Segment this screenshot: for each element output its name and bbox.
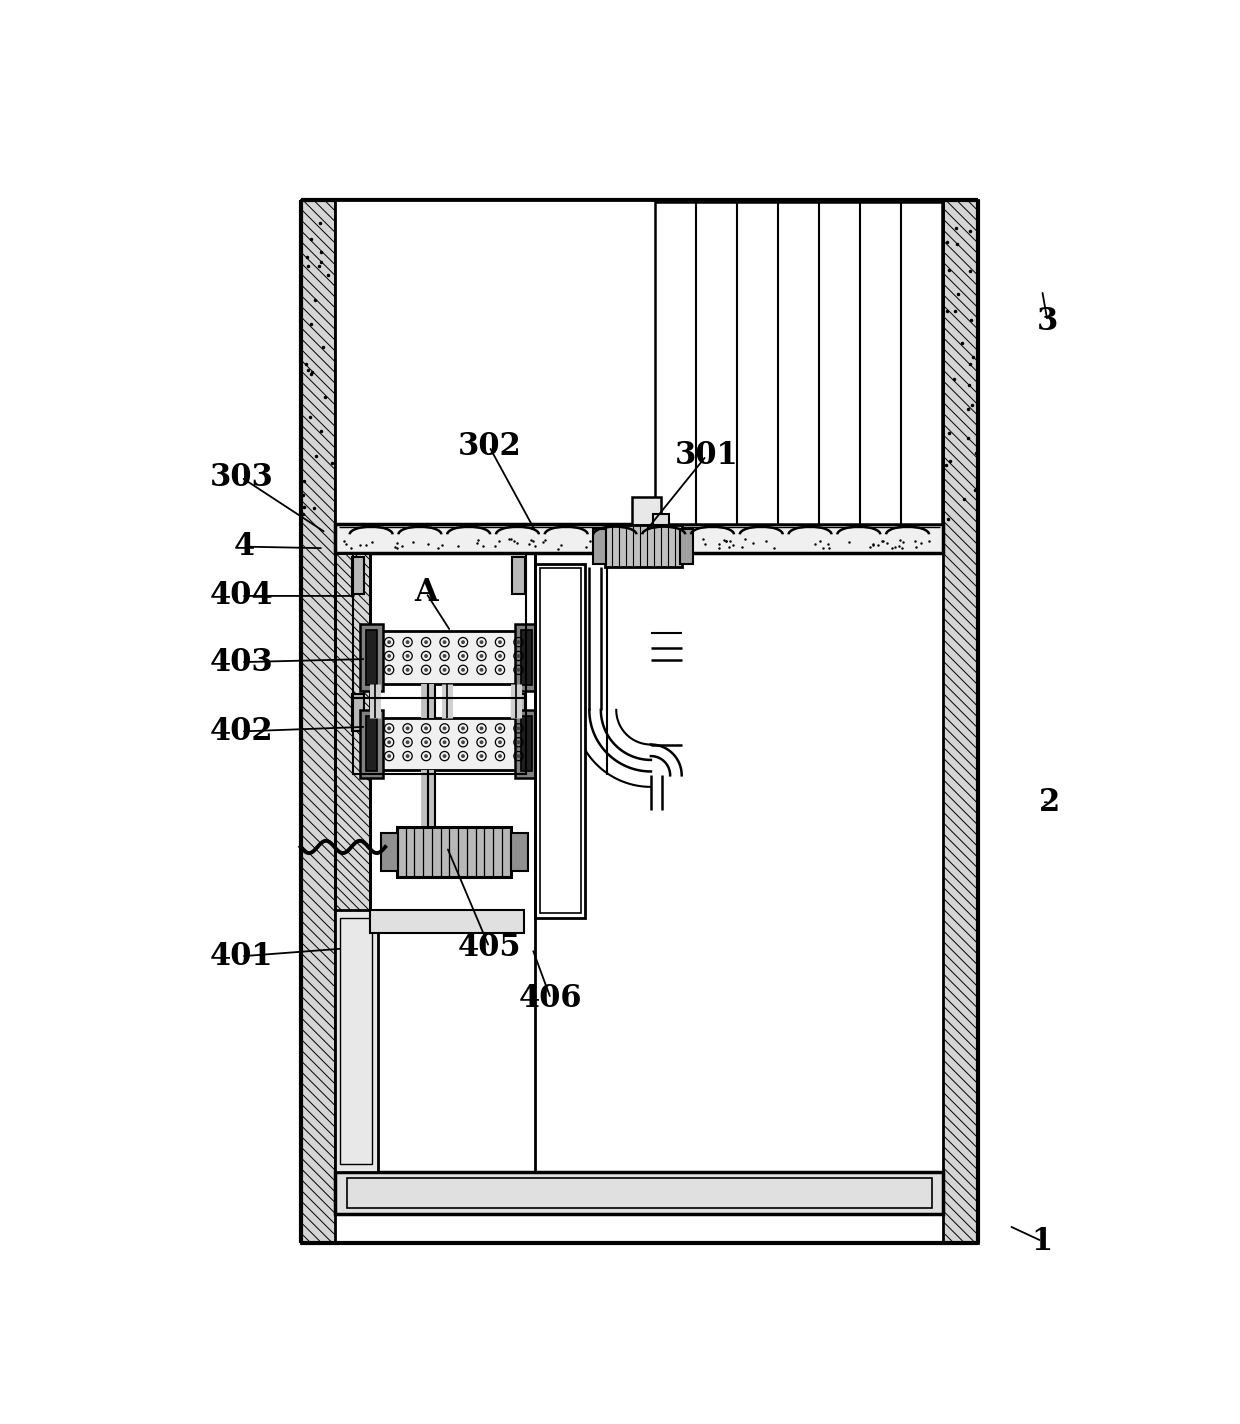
Circle shape (387, 755, 391, 758)
Bar (335, 1172, 944, 1215)
Bar (353, 554, 526, 773)
Bar (335, 201, 944, 530)
Text: 404: 404 (210, 581, 273, 611)
Circle shape (405, 641, 409, 644)
Bar (593, 528, 606, 564)
Bar (631, 497, 661, 525)
Circle shape (424, 726, 428, 731)
Text: 405: 405 (458, 931, 521, 963)
Bar (541, 568, 580, 913)
Bar (366, 629, 377, 685)
Circle shape (405, 755, 409, 758)
Circle shape (387, 641, 391, 644)
Circle shape (498, 654, 502, 658)
Circle shape (443, 740, 446, 745)
Bar (382, 833, 398, 871)
Circle shape (480, 641, 484, 644)
Circle shape (461, 740, 465, 745)
Text: 303: 303 (210, 461, 273, 493)
Circle shape (443, 726, 446, 731)
Bar (515, 624, 538, 692)
Circle shape (443, 654, 446, 658)
Circle shape (517, 740, 521, 745)
Bar (655, 202, 942, 524)
Text: 1: 1 (1032, 1226, 1053, 1257)
Circle shape (387, 654, 391, 658)
Bar (512, 557, 525, 594)
Circle shape (443, 755, 446, 758)
Bar (352, 695, 365, 732)
Circle shape (387, 726, 391, 731)
Circle shape (461, 755, 465, 758)
Circle shape (424, 755, 428, 758)
Circle shape (498, 641, 502, 644)
Circle shape (517, 641, 521, 644)
Circle shape (498, 726, 502, 731)
Bar (536, 564, 585, 918)
Circle shape (480, 755, 484, 758)
Circle shape (480, 668, 484, 672)
Circle shape (461, 641, 465, 644)
Text: 402: 402 (210, 716, 273, 748)
Bar (340, 918, 372, 1165)
Circle shape (405, 654, 409, 658)
Bar (366, 631, 532, 684)
Bar (511, 833, 528, 871)
Text: 2: 2 (1039, 787, 1060, 817)
Bar (397, 827, 511, 877)
Circle shape (480, 654, 484, 658)
Text: 4: 4 (233, 531, 255, 562)
Bar (366, 716, 377, 772)
Circle shape (498, 740, 502, 745)
Bar (521, 629, 532, 685)
Bar (360, 624, 383, 692)
Circle shape (517, 726, 521, 731)
Bar (335, 910, 377, 1172)
Circle shape (424, 641, 428, 644)
Bar (347, 1178, 932, 1208)
Bar (300, 201, 335, 1243)
Circle shape (461, 654, 465, 658)
Bar (335, 524, 944, 553)
Circle shape (517, 755, 521, 758)
Circle shape (405, 726, 409, 731)
Circle shape (405, 740, 409, 745)
Circle shape (517, 668, 521, 672)
Circle shape (480, 726, 484, 731)
Circle shape (461, 726, 465, 731)
Circle shape (424, 654, 428, 658)
Circle shape (387, 740, 391, 745)
Text: A: A (414, 577, 438, 608)
Circle shape (387, 668, 391, 672)
Text: 406: 406 (520, 983, 583, 1014)
Text: 3: 3 (1037, 306, 1058, 336)
Circle shape (424, 668, 428, 672)
Bar (681, 528, 693, 564)
Text: 302: 302 (458, 431, 521, 461)
Bar (360, 711, 383, 778)
Text: 301: 301 (675, 440, 738, 471)
Circle shape (461, 668, 465, 672)
Bar (944, 201, 978, 1243)
Circle shape (498, 755, 502, 758)
Bar (352, 557, 365, 594)
Circle shape (480, 740, 484, 745)
Bar (512, 695, 525, 732)
Text: 403: 403 (210, 646, 273, 678)
Circle shape (424, 740, 428, 745)
Text: 401: 401 (210, 941, 273, 971)
Bar (335, 553, 370, 1172)
Bar (515, 711, 538, 778)
Circle shape (498, 668, 502, 672)
Bar (370, 910, 523, 933)
Bar (521, 716, 532, 772)
Circle shape (443, 641, 446, 644)
Bar (335, 553, 370, 1172)
Circle shape (517, 654, 521, 658)
Circle shape (443, 668, 446, 672)
Bar (605, 525, 682, 567)
Bar (366, 718, 532, 770)
Bar (653, 514, 668, 525)
Circle shape (405, 668, 409, 672)
